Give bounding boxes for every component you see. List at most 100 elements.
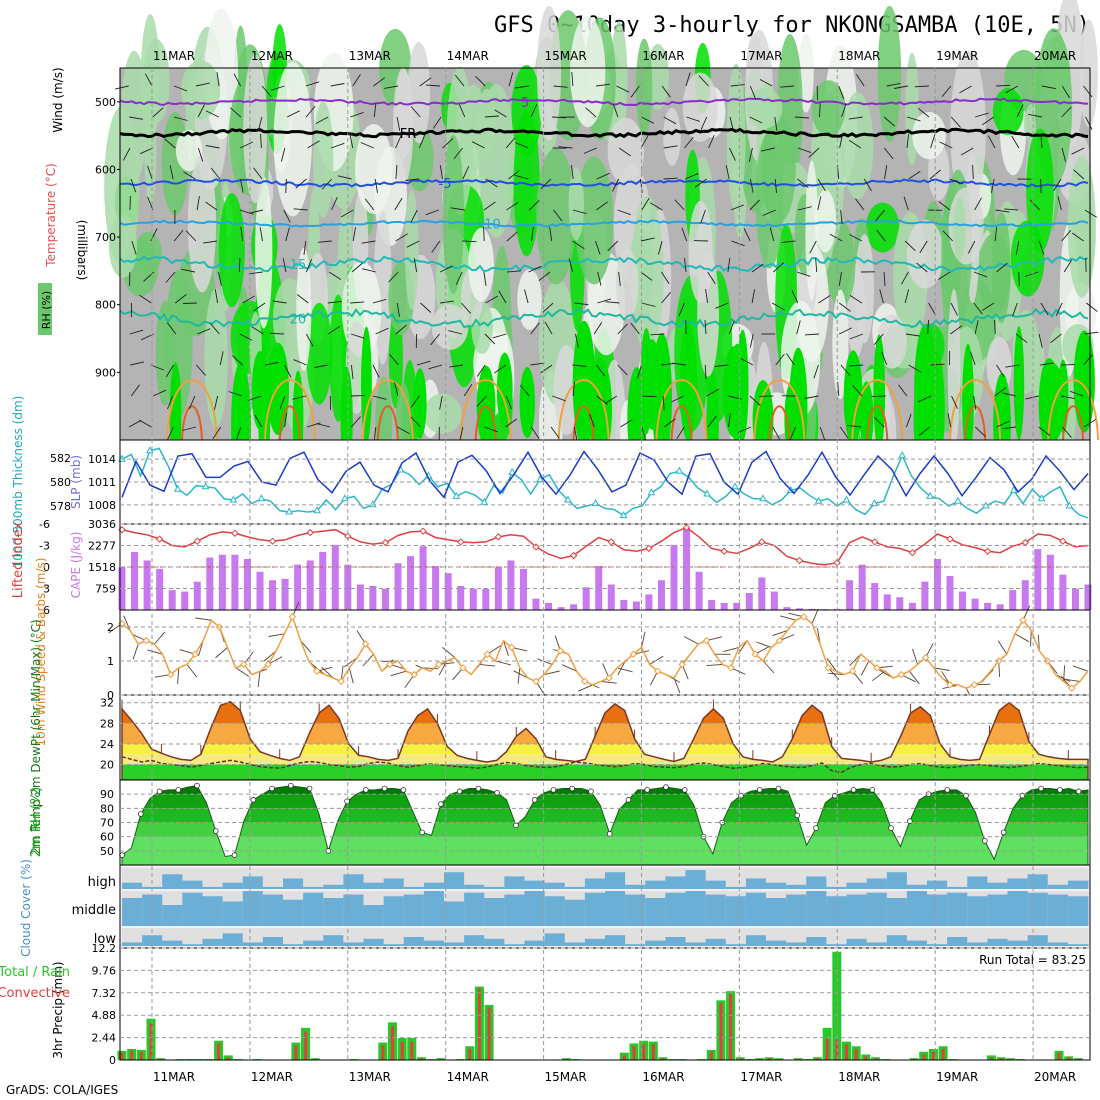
wind-barb	[1057, 196, 1062, 211]
warm-contour-inner	[376, 405, 399, 441]
rh-cell	[1079, 19, 1098, 128]
warm-contour	[753, 379, 806, 441]
wind-barb	[972, 164, 974, 180]
wind-barb	[730, 204, 744, 211]
wind-barb	[228, 391, 243, 397]
wind-barb	[528, 199, 540, 211]
wind-barb	[1084, 331, 1099, 335]
rh-cell	[805, 160, 818, 301]
wind-barb-10m	[723, 646, 740, 653]
wind-barb	[914, 85, 929, 88]
wind-barb-10m	[909, 670, 920, 685]
rh-cell	[865, 202, 900, 253]
cloud-cell-bg	[142, 868, 163, 889]
wind-barb	[618, 271, 621, 286]
pressure-axis-label: (millibars)	[75, 220, 89, 281]
wind-barb	[950, 116, 961, 128]
wind-barb	[373, 426, 377, 441]
wind-barb	[439, 165, 443, 180]
rh-cell	[468, 227, 494, 302]
cloud-cell	[202, 896, 224, 926]
isotherm-label: -10	[479, 218, 500, 233]
cape-bar	[783, 607, 791, 610]
wind-barb	[492, 333, 507, 339]
wind-barb	[1055, 302, 1063, 316]
cloud-cell	[745, 892, 767, 926]
cape-bar	[143, 560, 151, 610]
wind-barb	[1005, 364, 1020, 368]
thickness-line	[121, 447, 1089, 519]
cloud-cell	[625, 884, 646, 889]
precip-conv-bar	[816, 1058, 820, 1060]
wind-barb-10m	[263, 650, 277, 662]
cloud-cell	[1007, 940, 1029, 946]
wind-barb	[130, 361, 145, 366]
wind-barb	[549, 227, 553, 242]
wind-barb-10m	[1072, 665, 1089, 672]
cloud-cell-bg	[182, 928, 203, 946]
wind-barb	[1038, 426, 1051, 436]
wind-barb	[248, 271, 263, 275]
wind-barb	[1071, 232, 1084, 242]
wind-barb	[327, 300, 342, 304]
wind-barb	[249, 209, 264, 214]
rh-cell	[273, 61, 312, 217]
wind-barb-10m	[852, 670, 863, 684]
cape-bar	[1009, 590, 1017, 610]
cloud-cell	[665, 892, 686, 926]
wind-barb	[663, 177, 678, 180]
rh-cell	[134, 231, 162, 274]
wind-barb	[572, 240, 585, 250]
date-label-bottom: 14MAR	[447, 1070, 489, 1084]
wind-barb	[520, 384, 530, 397]
cape-bar	[645, 594, 653, 610]
date-label-bottom: 17MAR	[740, 1070, 782, 1084]
wind-barb	[725, 165, 730, 180]
wind-barb	[196, 196, 200, 211]
wind-barb	[212, 426, 222, 439]
wind-barb	[906, 413, 912, 428]
cloud-cell	[1047, 942, 1069, 946]
rh-point	[944, 787, 951, 793]
wind-barb	[305, 333, 314, 347]
wind-barb	[147, 196, 154, 211]
cloud-cell	[886, 872, 908, 889]
wind-barb	[350, 364, 354, 379]
isotherm-label: 20	[290, 312, 307, 327]
warm-contour-inner	[474, 405, 497, 441]
wind-barb	[838, 271, 842, 286]
wind-barb	[483, 201, 496, 211]
wind-barb	[1002, 426, 1017, 430]
precip-conv-bar	[931, 1051, 935, 1060]
precip-conv-bar	[873, 1058, 877, 1060]
cloud-cell	[725, 944, 747, 946]
wind-barb	[169, 165, 174, 180]
warm-contour	[361, 379, 414, 441]
wind-barb	[774, 116, 778, 131]
warm-contour	[557, 379, 610, 441]
wind-barb	[661, 271, 670, 284]
wind-barb	[1038, 333, 1043, 348]
wind-barb	[279, 395, 286, 410]
wind-barb	[1084, 209, 1098, 218]
wind-barb	[459, 426, 464, 441]
rh-tick: 50	[100, 845, 114, 858]
wind-barb	[484, 115, 499, 118]
wind-barb	[331, 197, 338, 211]
rh-cell	[1067, 155, 1096, 298]
wind-barb	[388, 271, 399, 283]
cape-bar	[294, 564, 302, 610]
wind-barb	[130, 178, 137, 193]
panels-layer	[104, 0, 1100, 1061]
lifted-index-line	[121, 526, 1089, 566]
cape-bar	[808, 608, 816, 610]
cape-bar	[1071, 588, 1079, 610]
wind-barb	[373, 77, 385, 87]
wind-barb	[420, 302, 432, 313]
cloud-cell-bg	[564, 928, 586, 946]
wind-barb	[317, 240, 332, 243]
cloud-cell	[967, 942, 988, 946]
wind-barb	[762, 209, 776, 216]
wind-barb	[1083, 85, 1093, 98]
rh-point	[438, 801, 444, 807]
